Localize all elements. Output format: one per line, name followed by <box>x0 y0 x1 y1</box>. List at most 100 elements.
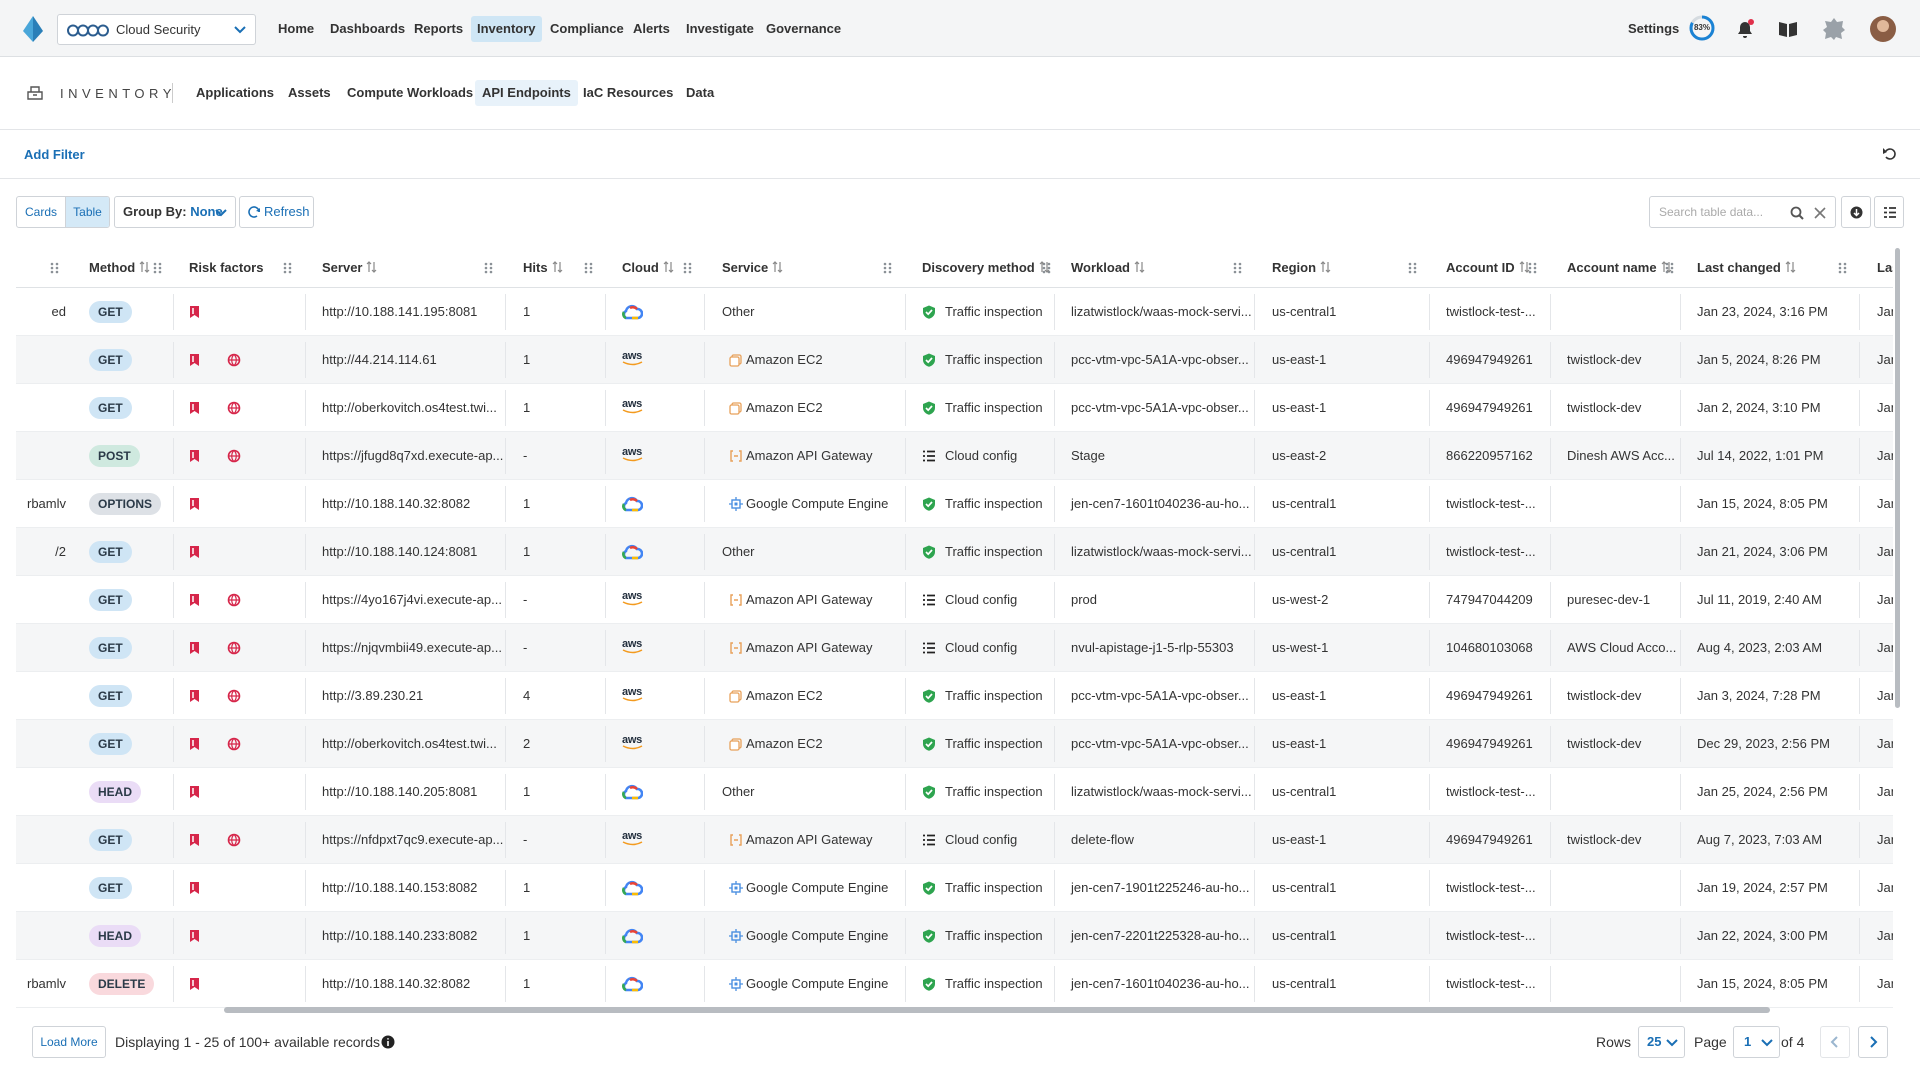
column-header[interactable]: Account ID <box>1446 260 1530 275</box>
vertical-scrollbar[interactable] <box>1895 248 1900 708</box>
horizontal-scrollbar[interactable] <box>224 1007 1770 1013</box>
discovery-icon <box>922 881 936 895</box>
column-header[interactable]: Last changed <box>1697 260 1796 275</box>
discovery-icon-glyph <box>922 689 936 703</box>
sort-icon[interactable] <box>1785 261 1796 273</box>
column-header[interactable]: Workload <box>1071 260 1145 275</box>
column-divider <box>605 582 606 618</box>
cell-last-changed: Jul 11, 2019, 2:40 AM <box>1697 592 1822 607</box>
nav-item[interactable]: Investigate <box>680 16 760 42</box>
nav-item[interactable]: Dashboards <box>324 16 411 42</box>
rows-select[interactable]: 25 <box>1638 1026 1685 1058</box>
sort-icon[interactable] <box>1661 261 1672 273</box>
cell-hits: 2 <box>523 736 530 751</box>
column-header[interactable]: Las <box>1877 260 1893 275</box>
sub-nav-item[interactable]: Assets <box>281 80 338 106</box>
sub-nav-item[interactable]: Data <box>679 80 721 106</box>
column-header[interactable]: Account name <box>1567 260 1672 275</box>
column-divider <box>905 774 906 810</box>
docs-icon[interactable] <box>1777 18 1799 40</box>
internet-exposure-icon-glyph <box>227 833 241 847</box>
sort-icon[interactable] <box>1039 261 1050 273</box>
download-button[interactable] <box>1841 196 1871 228</box>
column-header[interactable]: Service <box>722 260 783 275</box>
sub-nav-item[interactable]: Compute Workloads <box>340 80 480 106</box>
settings-link[interactable]: Settings <box>1628 21 1679 36</box>
sort-icon[interactable] <box>1519 261 1530 273</box>
avatar[interactable] <box>1870 16 1896 42</box>
nav-item[interactable]: Home <box>272 16 320 42</box>
bell-icon[interactable] <box>1734 18 1756 40</box>
view-option[interactable]: Table <box>65 197 109 227</box>
admin-icon[interactable] <box>1822 17 1846 41</box>
risk-flag-icon <box>189 881 200 895</box>
column-divider <box>605 294 606 330</box>
view-option[interactable]: Cards <box>17 197 65 227</box>
progress-ring[interactable]: 83% <box>1688 14 1716 42</box>
cloud-aws: aws <box>620 398 646 416</box>
next-page[interactable] <box>1858 1026 1888 1058</box>
column-header[interactable]: Server <box>322 260 377 275</box>
prev-page[interactable] <box>1820 1026 1850 1058</box>
nav-item[interactable]: Compliance <box>544 16 630 42</box>
search-icon <box>1790 206 1804 220</box>
sort-icon[interactable] <box>366 261 377 273</box>
nav-item[interactable]: Inventory <box>471 16 542 42</box>
column-header[interactable]: Cloud <box>622 260 674 275</box>
cell-last-changed: Jan 23, 2024, 3:16 PM <box>1697 304 1828 319</box>
service-icon <box>729 833 743 847</box>
drag-handle <box>1838 262 1847 274</box>
sub-nav-item[interactable]: IaC Resources <box>576 80 680 106</box>
nav-item[interactable]: Alerts <box>627 16 676 42</box>
search-box[interactable]: Search table data... <box>1649 196 1836 228</box>
sort-icon[interactable] <box>772 261 783 273</box>
load-more[interactable]: Load More <box>32 1026 106 1058</box>
sort-icon[interactable] <box>552 261 563 273</box>
service-icon-glyph <box>729 497 743 511</box>
discovery-icon-glyph <box>922 593 936 607</box>
column-header[interactable]: Hits <box>523 260 563 275</box>
sub-nav-item[interactable]: API Endpoints <box>475 80 578 106</box>
column-divider <box>1550 438 1551 474</box>
columns-button[interactable] <box>1874 196 1904 228</box>
sort-icon[interactable] <box>663 261 674 273</box>
info-icon[interactable] <box>381 1035 395 1049</box>
column-header[interactable]: Discovery method <box>922 260 1050 275</box>
risk-flag-icon <box>189 977 200 991</box>
cloud-gcp <box>621 879 643 897</box>
cell-discovery: Traffic inspection <box>945 880 1043 895</box>
product-switcher[interactable]: Cloud Security <box>57 14 256 45</box>
sort-icon[interactable] <box>1320 261 1331 273</box>
column-divider <box>605 726 606 762</box>
sub-nav: INVENTORY ApplicationsAssetsCompute Work… <box>0 57 1920 130</box>
column-divider <box>1680 726 1681 762</box>
discovery-icon-glyph <box>922 641 936 655</box>
nav-item[interactable]: Governance <box>760 16 847 42</box>
clear-icon[interactable] <box>1814 207 1826 219</box>
column-header[interactable]: Risk factors <box>189 260 263 275</box>
discovery-icon-glyph <box>922 353 936 367</box>
method-badge: GET <box>89 589 132 611</box>
nav-item[interactable]: Reports <box>408 16 469 42</box>
drag-handle-glyph <box>1408 262 1417 274</box>
page-select[interactable]: 1 <box>1733 1026 1780 1058</box>
column-divider <box>173 870 174 906</box>
internet-exposure-icon-glyph <box>227 737 241 751</box>
reset-icon[interactable] <box>1882 146 1898 162</box>
cell-account-name: puresec-dev-1 <box>1567 592 1650 607</box>
refresh-button[interactable]: Refresh <box>239 196 314 228</box>
column-header[interactable]: Method <box>89 260 150 275</box>
group-by[interactable]: Group By: None <box>114 196 236 228</box>
discovery-icon <box>922 929 936 943</box>
column-header[interactable]: Region <box>1272 260 1331 275</box>
aws-smile <box>622 457 644 463</box>
sort-icon[interactable] <box>1134 261 1145 273</box>
risk-flag-icon <box>189 833 200 847</box>
sub-nav-item[interactable]: Applications <box>189 80 281 106</box>
cell-account-id: twistlock-test-... <box>1446 880 1536 895</box>
cloud-gcp <box>621 303 643 321</box>
column-divider <box>505 726 506 762</box>
cell-service: Amazon API Gateway <box>746 832 872 847</box>
add-filter[interactable]: Add Filter <box>24 147 85 162</box>
sort-icon[interactable] <box>139 261 150 273</box>
